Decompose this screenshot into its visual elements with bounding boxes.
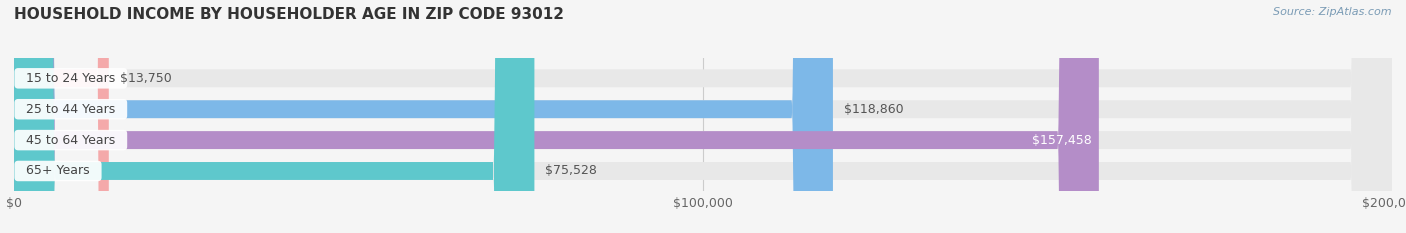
- FancyBboxPatch shape: [14, 0, 832, 233]
- FancyBboxPatch shape: [14, 0, 534, 233]
- Text: 45 to 64 Years: 45 to 64 Years: [18, 134, 124, 147]
- FancyBboxPatch shape: [14, 0, 1392, 233]
- Text: 65+ Years: 65+ Years: [18, 164, 98, 178]
- Text: HOUSEHOLD INCOME BY HOUSEHOLDER AGE IN ZIP CODE 93012: HOUSEHOLD INCOME BY HOUSEHOLDER AGE IN Z…: [14, 7, 564, 22]
- Text: $13,750: $13,750: [120, 72, 172, 85]
- Text: 25 to 44 Years: 25 to 44 Years: [18, 103, 124, 116]
- Text: $118,860: $118,860: [844, 103, 904, 116]
- FancyBboxPatch shape: [14, 0, 1392, 233]
- FancyBboxPatch shape: [14, 0, 1099, 233]
- FancyBboxPatch shape: [14, 0, 1392, 233]
- Text: $157,458: $157,458: [1032, 134, 1092, 147]
- Text: $75,528: $75,528: [546, 164, 598, 178]
- FancyBboxPatch shape: [14, 0, 108, 233]
- Text: Source: ZipAtlas.com: Source: ZipAtlas.com: [1274, 7, 1392, 17]
- FancyBboxPatch shape: [14, 0, 1392, 233]
- Text: 15 to 24 Years: 15 to 24 Years: [18, 72, 124, 85]
